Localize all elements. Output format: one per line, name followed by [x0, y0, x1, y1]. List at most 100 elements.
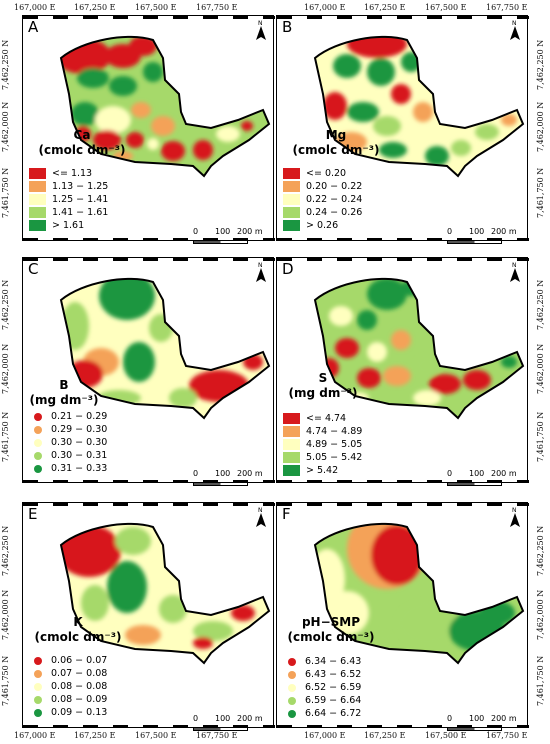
north-arrow-icon: N: [254, 20, 268, 42]
legend-swatch: [283, 465, 300, 476]
scale-label: 200 m: [237, 714, 263, 723]
scale-label: 0: [193, 714, 198, 723]
scale-bar-graphic: [193, 727, 248, 731]
class-zone: [183, 104, 199, 120]
legend-swatch: [283, 181, 300, 192]
scale-label: 200 m: [237, 227, 263, 236]
scale-label: 100: [215, 469, 230, 478]
legend-label: 6.64 − 6.72: [305, 708, 361, 719]
legend-swatch: [288, 710, 296, 718]
legend-swatch: [288, 658, 296, 666]
legend-swatch: [29, 181, 46, 192]
legend-swatch: [283, 439, 300, 450]
legend-label: 0.09 − 0.13: [51, 707, 107, 718]
legend-swatch: [34, 709, 42, 717]
map-panel-c: C N B (mg dm⁻³) 0.21 − 0.29 0.29 − 0.30 0.30 −…: [22, 257, 274, 483]
x-coord-label: 167,750 E: [196, 3, 237, 12]
north-arrow-icon: N: [254, 262, 268, 284]
map-panel-a: A N Ca (cmolc dm⁻³) <= 1.13 1.13 − 1.25 1.25 −…: [22, 15, 274, 241]
north-arrow-icon: N: [508, 20, 522, 42]
panel-letter: A: [28, 18, 38, 36]
legend-item: 0.31 − 0.33: [29, 462, 107, 475]
variable-name: Mg: [291, 128, 381, 143]
class-zone: [149, 314, 173, 342]
legend-item: 0.07 − 0.08: [29, 667, 107, 680]
legend-label: 1.25 − 1.41: [52, 194, 108, 205]
x-coord-label: 167,250 E: [74, 3, 115, 12]
y-coord-label: 7,462,250 N: [536, 40, 545, 90]
scale-label: 200 m: [491, 714, 517, 723]
legend-swatch: [34, 413, 42, 421]
legend-label: > 0.26: [306, 220, 338, 231]
legend-swatch: [34, 696, 42, 704]
class-zone: [383, 366, 411, 386]
scale-label: 0: [447, 714, 452, 723]
legend-swatch: [34, 465, 42, 473]
x-coord-label: 167,000 E: [304, 3, 345, 12]
panel-letter: C: [28, 260, 38, 278]
map-panel-d: D N S (mg dm⁻³) <= 4.74 4.74 − 4.89 4.89 − 5.0…: [276, 257, 528, 483]
variable-title: Ca (cmolc dm⁻³): [37, 128, 127, 158]
class-zone: [329, 306, 353, 326]
class-zone: [125, 625, 161, 645]
legend-swatch: [288, 671, 296, 679]
class-zone: [193, 140, 213, 160]
class-zone: [115, 527, 151, 555]
legend-item: > 1.61: [29, 219, 108, 232]
legend-label: <= 0.20: [306, 168, 346, 179]
scale-label: 100: [469, 469, 484, 478]
legend-item: 6.52 − 6.59: [283, 681, 361, 694]
legend-item: 0.29 − 0.30: [29, 423, 107, 436]
panel-letter: E: [28, 505, 37, 523]
legend-swatch: [283, 452, 300, 463]
variable-unit: (mg dm⁻³): [283, 386, 363, 401]
legend-label: 0.29 − 0.30: [51, 424, 107, 435]
class-zone: [193, 637, 213, 649]
legend-label: 1.13 − 1.25: [52, 181, 108, 192]
legend-swatch: [283, 207, 300, 218]
panel-letter: D: [282, 260, 294, 278]
legend: <= 1.13 1.13 − 1.25 1.25 − 1.41 1.41 − 1.61…: [29, 167, 108, 232]
class-zone: [216, 126, 240, 142]
legend-swatch: [283, 168, 300, 179]
scale-label: 0: [193, 469, 198, 478]
legend-swatch: [34, 439, 42, 447]
variable-unit: (cmolc dm⁻³): [283, 630, 379, 645]
y-coord-label: 7,462,250 N: [1, 280, 10, 330]
legend-swatch: [29, 194, 46, 205]
legend-swatch: [283, 426, 300, 437]
legend-item: 0.22 − 0.24: [283, 193, 362, 206]
scale-bar-graphic: [193, 240, 248, 244]
class-zone: [425, 146, 449, 166]
class-zone: [357, 310, 377, 330]
class-zone: [143, 62, 163, 82]
y-coord-label: 7,461,750 N: [1, 656, 10, 706]
legend-swatch: [29, 207, 46, 218]
legend-swatch: [29, 220, 46, 231]
legend-swatch: [34, 657, 42, 665]
y-coord-label: 7,461,750 N: [1, 412, 10, 462]
x-coord-label: 167,500 E: [135, 731, 176, 740]
y-coord-label: 7,461,750 N: [536, 412, 545, 462]
scale-label: 200 m: [491, 227, 517, 236]
scale-label: 200 m: [491, 469, 517, 478]
legend-item: 4.74 − 4.89: [283, 425, 362, 438]
class-zone: [429, 374, 461, 394]
class-zone: [391, 330, 411, 350]
north-arrow-icon: N: [508, 507, 522, 529]
class-zone: [169, 388, 197, 408]
legend-label: 5.05 − 5.42: [306, 452, 362, 463]
legend: 6.34 − 6.43 6.43 − 6.52 6.52 − 6.59 6.59 − …: [283, 655, 361, 720]
class-zone: [161, 141, 185, 161]
legend-item: <= 0.20: [283, 167, 362, 180]
scale-label: 0: [447, 227, 452, 236]
y-coord-label: 7,461,750 N: [536, 168, 545, 218]
variable-title: K (cmolc dm⁻³): [33, 615, 123, 645]
legend-swatch: [34, 426, 42, 434]
scale-bar-graphic: [447, 727, 502, 731]
y-coord-label: 7,461,750 N: [536, 656, 545, 706]
scale-label: 100: [469, 714, 484, 723]
legend: <= 0.20 0.20 − 0.22 0.22 − 0.24 0.24 − 0.26…: [283, 167, 362, 232]
legend-item: 0.24 − 0.26: [283, 206, 362, 219]
scale-bar-graphic: [447, 240, 502, 244]
